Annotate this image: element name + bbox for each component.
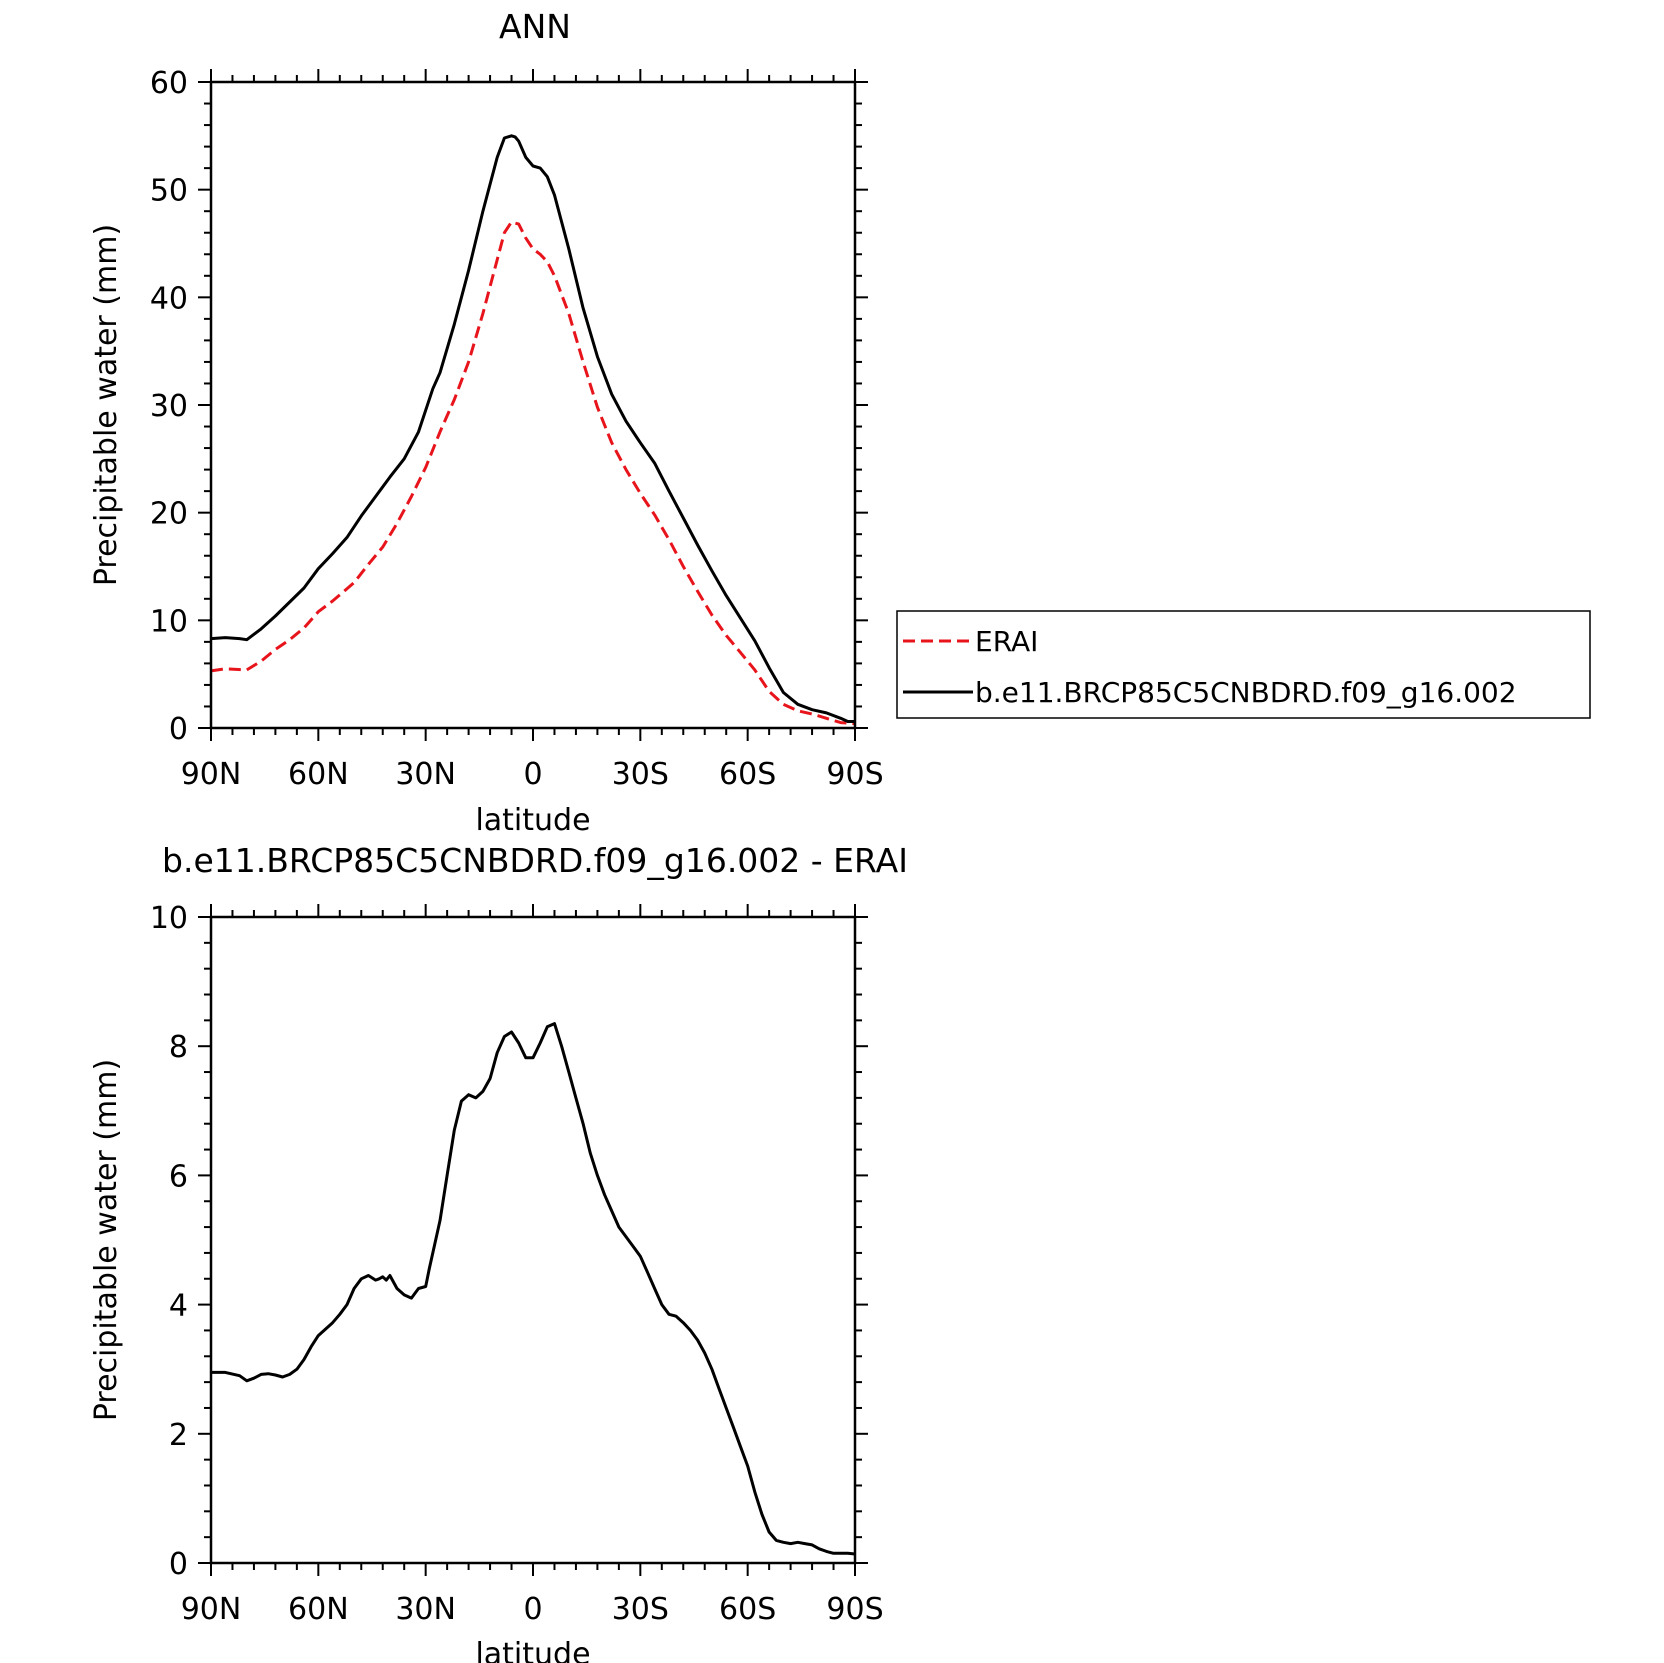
x-tick-label: 30S: [612, 757, 669, 792]
series-line-2: [210, 134, 855, 723]
x-tick-label: 0: [523, 1592, 542, 1627]
y-tick-label: 30: [150, 389, 188, 424]
x-tick-label: 60N: [288, 1592, 349, 1627]
series-lines: [210, 134, 856, 726]
tick-marks: [198, 69, 868, 741]
x-tick-label: 0: [523, 757, 542, 792]
legend: ERAI b.e11.BRCP85C5CNBDRD.f09_g16.002: [896, 610, 1591, 719]
y-tick-label: 2: [169, 1418, 188, 1453]
panel-title: ANN: [499, 7, 571, 46]
x-tick-label: 90S: [826, 1592, 883, 1627]
x-tick-labels: 90N 60N 30N 0 30S 60S 90S: [181, 1592, 884, 1627]
y-tick-label: 40: [150, 281, 188, 316]
legend-box: [896, 610, 1591, 719]
y-tick-label: 10: [150, 901, 188, 936]
plot-frame: [209, 915, 857, 1565]
y-tick-label: 8: [169, 1030, 188, 1065]
x-tick-label: 30N: [395, 1592, 456, 1627]
x-axis-title: latitude: [475, 803, 590, 838]
y-axis-title: Precipitable water (mm): [89, 1059, 124, 1421]
x-tick-labels: 90N 60N 30N 0 30S 60S 90S: [181, 757, 884, 792]
y-tick-label: 10: [150, 604, 188, 639]
x-axis-title: latitude: [475, 1637, 590, 1663]
series-line-1: [211, 1022, 856, 1556]
tick-marks: [198, 904, 868, 1576]
y-tick-label: 20: [150, 497, 188, 532]
x-tick-label: 90N: [181, 1592, 242, 1627]
y-tick-label: 50: [150, 174, 188, 209]
y-tick-label: 0: [169, 712, 188, 747]
x-tick-label: 60S: [719, 757, 776, 792]
x-tick-label: 60N: [288, 757, 349, 792]
y-tick-labels: 0 2 4 6 8 10: [150, 901, 188, 1582]
y-tick-label: 4: [169, 1289, 188, 1324]
y-tick-label: 0: [169, 1547, 188, 1582]
x-tick-label: 30N: [395, 757, 456, 792]
y-axis-title: Precipitable water (mm): [89, 224, 124, 586]
legend-label-erai: ERAI: [975, 625, 1038, 658]
x-tick-label: 90N: [181, 757, 242, 792]
plot-frame: [209, 80, 857, 730]
panel-difference: b.e11.BRCP85C5CNBDRD.f09_g16.002 - ERAI …: [89, 841, 908, 1663]
y-tick-labels: 0 10 20 30 40 50 60: [150, 66, 188, 747]
series-lines: [211, 1022, 856, 1556]
x-tick-label: 90S: [826, 757, 883, 792]
panel-title: b.e11.BRCP85C5CNBDRD.f09_g16.002 - ERAI: [162, 841, 908, 880]
series-line-1: [210, 220, 856, 726]
legend-label-model: b.e11.BRCP85C5CNBDRD.f09_g16.002: [975, 676, 1517, 709]
y-tick-label: 60: [150, 66, 188, 101]
panel-annual-precipitable-water: ANN 0 10 20 30 40 50 60 90N 60N 30N 0 30S 60S 90S la…: [89, 7, 1591, 838]
y-tick-label: 6: [169, 1159, 188, 1194]
x-tick-label: 30S: [612, 1592, 669, 1627]
x-tick-label: 60S: [719, 1592, 776, 1627]
